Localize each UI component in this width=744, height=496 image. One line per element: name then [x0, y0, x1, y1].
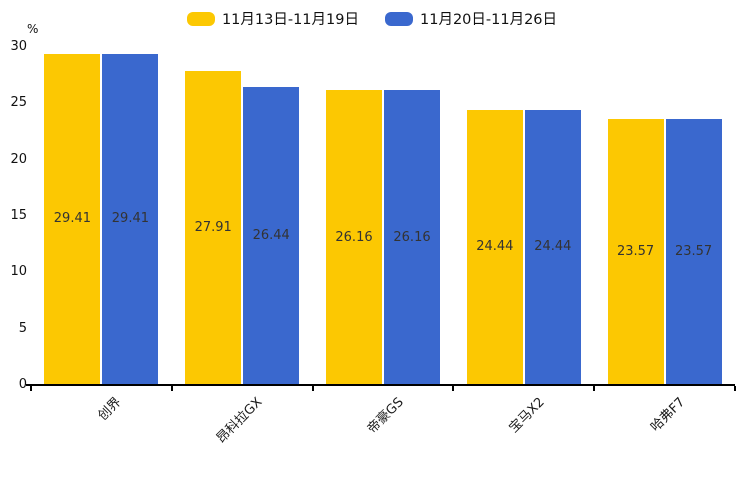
x-axis-tick — [30, 386, 32, 391]
bar-value-label: 24.44 — [476, 239, 514, 255]
bar-帝豪GS-series-0 — [326, 90, 382, 384]
bar-value-label: 23.57 — [674, 244, 713, 260]
bar-value-label: 26.16 — [393, 229, 431, 245]
bar-value-label: 29.41 — [53, 211, 91, 227]
x-axis-tick — [593, 386, 596, 391]
y-tick-label: 5 — [18, 320, 27, 336]
y-tick-label: 30 — [10, 39, 27, 54]
x-axis-tick — [734, 386, 736, 391]
x-category-anchor: 哈弗F7 — [0, 392, 688, 435]
bar-value-label: 24.44 — [534, 239, 572, 255]
chart-legend: 11月13日-11月19日 11月20日-11月26日 — [0, 8, 744, 29]
bar-value-label: 26.16 — [335, 229, 373, 245]
bar-创界-series-0 — [44, 53, 101, 384]
bar-value-label: 26.44 — [252, 228, 290, 244]
y-tick-label: 20 — [10, 151, 27, 167]
bar-宝马X2-series-1 — [524, 109, 581, 384]
bar-宝马X2-series-0 — [466, 109, 523, 384]
y-axis-unit-label: % — [27, 22, 39, 36]
bar-value-label: 23.57 — [616, 244, 655, 260]
bar-value-label: 27.91 — [194, 219, 232, 235]
bar-哈弗F7-series-0 — [607, 119, 664, 384]
x-axis-line — [31, 384, 735, 386]
legend-item-series-0[interactable]: 11月13日-11月19日 — [186, 8, 359, 29]
x-axis-tick — [452, 386, 455, 391]
legend-swatch-icon — [186, 11, 215, 26]
y-tick-label: 10 — [10, 264, 27, 280]
x-axis-tick — [311, 386, 314, 391]
y-tick-label: 0 — [18, 377, 27, 392]
legend-item-series-1[interactable]: 11月20日-11月26日 — [385, 8, 557, 29]
legend-swatch-icon — [385, 11, 413, 26]
x-axis-tick — [170, 386, 173, 391]
y-tick-label: 25 — [10, 95, 27, 111]
bar-昂科拉GX-series-1 — [243, 87, 300, 384]
bar-哈弗F7-series-1 — [665, 119, 722, 384]
y-tick-label: 15 — [10, 208, 27, 223]
x-category-label-哈弗F7: 哈弗F7 — [647, 394, 689, 435]
bar-昂科拉GX-series-0 — [185, 70, 242, 384]
bar-value-label: 29.41 — [111, 211, 149, 227]
legend-label: 11月20日-11月26日 — [420, 12, 558, 28]
bar-创界-series-1 — [102, 53, 159, 384]
bar-帝豪GS-series-1 — [384, 90, 440, 384]
legend-label: 11月13日-11月19日 — [221, 12, 359, 28]
y-axis-zero-tick — [26, 384, 31, 386]
